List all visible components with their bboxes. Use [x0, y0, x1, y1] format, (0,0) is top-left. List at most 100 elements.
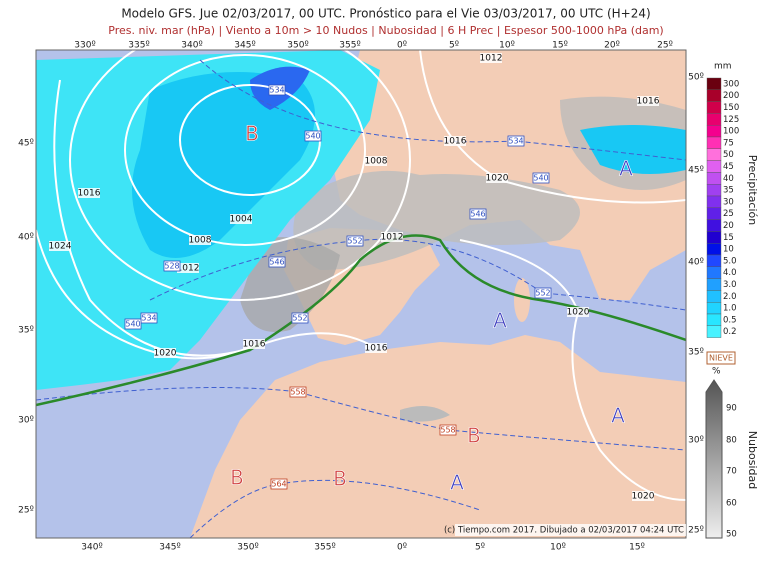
thickness-box — [268, 84, 286, 96]
thickness-box — [534, 287, 552, 299]
lon-label: 0º — [397, 543, 407, 553]
lat-label: 30º — [688, 436, 704, 446]
title: Modelo GFS. Jue 02/03/2017, 00 UTC. Pron… — [121, 7, 650, 21]
pressure-center: B — [467, 424, 481, 448]
pressure-center: A — [611, 404, 625, 428]
isobar-label: 1016 — [365, 344, 388, 354]
pressure-center: A — [619, 157, 633, 181]
thickness-box — [507, 135, 525, 147]
cloud-level: 60 — [726, 499, 737, 509]
thickness-label: 558 — [290, 388, 305, 397]
lon-label: 15º — [552, 41, 568, 51]
credit: (c) Tiempo.com 2017. Dibujado a 02/03/20… — [444, 526, 684, 536]
land-africa — [190, 335, 686, 538]
precip-level: 150 — [723, 103, 739, 113]
lon-label: 20º — [604, 41, 620, 51]
isobar-label-bg — [632, 491, 654, 501]
cloud-title: Nubosidad — [746, 431, 759, 489]
clouds — [240, 237, 340, 332]
precip-level: 200 — [723, 91, 739, 101]
lon-label: 10º — [499, 41, 515, 51]
thickness-box — [469, 208, 487, 220]
isobar-label-bg — [177, 263, 199, 273]
cloud-level: 80 — [726, 436, 737, 446]
isobar-label: 1020 — [632, 492, 655, 502]
thickness-label: 552 — [292, 314, 307, 323]
precip-level: 20 — [723, 221, 734, 231]
isobar-label-bg — [243, 339, 265, 349]
precip-swatch — [706, 325, 722, 338]
lon-label: 25º — [657, 41, 673, 51]
precip-swatch — [706, 290, 722, 303]
precip-swatch — [706, 266, 722, 279]
precip-level: 100 — [723, 127, 739, 137]
precip-swatch — [706, 195, 722, 209]
precip-swatch — [706, 89, 722, 102]
precip-title: Precipitación — [746, 155, 759, 226]
isobar-label-bg — [637, 96, 659, 106]
thickness-label: 528 — [164, 262, 179, 271]
isobar-label: 1020 — [154, 349, 177, 359]
precip-level: 125 — [723, 115, 739, 125]
cloud-unit: % — [712, 367, 721, 377]
thickness-box — [124, 318, 142, 330]
pressure-center: B — [333, 467, 347, 491]
isobar-label: 1012 — [480, 54, 503, 64]
cloud-level: 70 — [726, 467, 737, 477]
thickness-label: 534 — [269, 86, 284, 95]
cloud-level: 50 — [726, 530, 737, 540]
isobar-label: 1024 — [49, 242, 72, 252]
thickness-box — [140, 312, 158, 324]
thickness-box — [163, 260, 181, 272]
cloud-bar — [705, 379, 723, 539]
isobar-label-bg — [567, 307, 589, 317]
lon-label: 345º — [159, 543, 180, 553]
thickness-box — [304, 130, 322, 142]
thickness-label: 552 — [347, 237, 362, 246]
precip-swatch — [706, 172, 722, 185]
precipitation — [580, 125, 686, 174]
lon-label: 340º — [181, 41, 202, 51]
subtitle: Pres. niv. mar (hPa) | Viento a 10m > 10… — [108, 24, 663, 37]
isobar-label: 1008 — [189, 236, 212, 246]
snow-box — [706, 351, 736, 365]
lon-label: 355º — [339, 41, 360, 51]
lon-label: 350º — [237, 543, 258, 553]
precip-level: 10 — [723, 245, 734, 255]
lon-label: 5º — [449, 41, 459, 51]
isobar-label: 1008 — [365, 157, 388, 167]
isobar-label-bg — [154, 348, 176, 358]
lat-label: 40º — [688, 258, 704, 268]
pressure-center: A — [493, 309, 507, 333]
precip-level: 15 — [723, 233, 734, 243]
thickness-box — [439, 424, 457, 436]
map-frame — [35, 49, 687, 539]
precip-level: 300 — [723, 79, 739, 89]
thickness-box — [532, 172, 550, 184]
isobar-label: 1016 — [78, 189, 101, 199]
lat-label: 35º — [18, 326, 34, 336]
precip-level: 30 — [723, 197, 734, 207]
isobar-label-bg — [230, 214, 252, 224]
precip-level: 45 — [723, 162, 734, 172]
thickness-label: 534 — [508, 137, 523, 146]
precip-swatch — [706, 302, 722, 315]
isobar-label: 1016 — [444, 137, 467, 147]
isobar-label-bg — [189, 235, 211, 245]
thickness-label: 546 — [269, 258, 284, 267]
lon-label: 335º — [128, 41, 149, 51]
thickness-label: 552 — [535, 289, 550, 298]
precip-level: 2.0 — [723, 292, 737, 302]
thickness-box — [346, 235, 364, 247]
lon-label: 330º — [74, 41, 95, 51]
lat-label: 45º — [688, 166, 704, 176]
map-area — [36, 50, 686, 538]
isobar-label-bg — [444, 136, 466, 146]
isobar-label: 1012 — [177, 264, 200, 274]
lon-label: 355º — [314, 543, 335, 553]
isobar-label: 1012 — [381, 233, 404, 243]
lat-label: 25º — [18, 506, 34, 516]
isobar-label-bg — [78, 188, 100, 198]
isobar-label: 1016 — [243, 340, 266, 350]
